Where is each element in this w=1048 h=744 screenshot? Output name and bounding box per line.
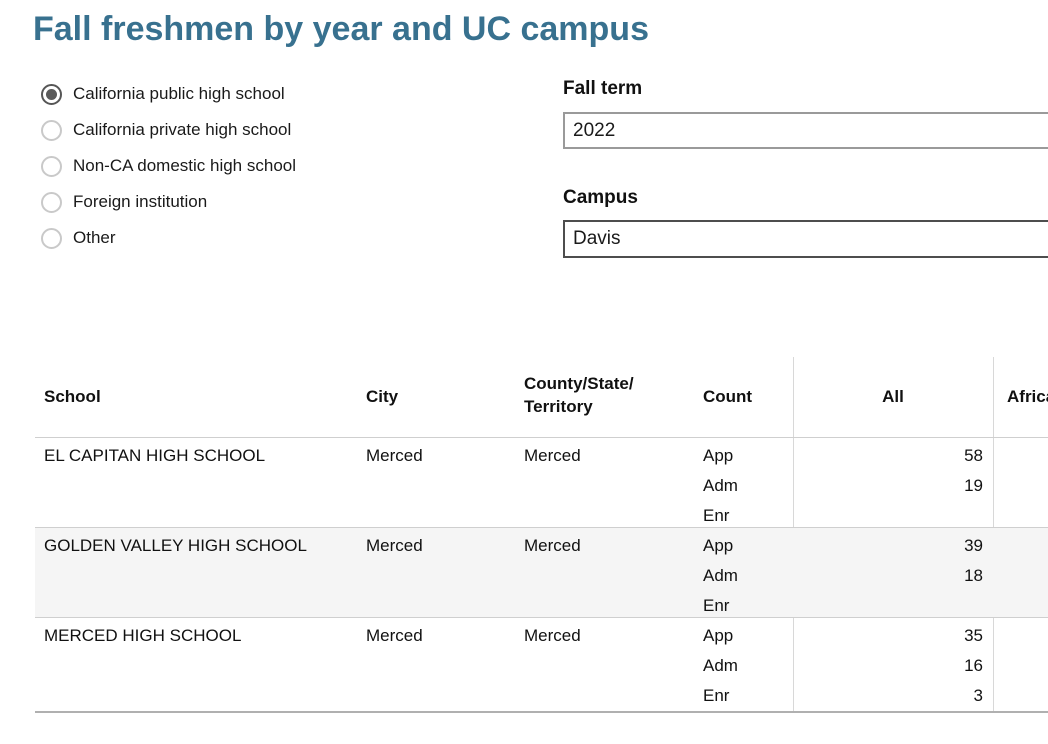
- radio-circle-icon: [41, 119, 62, 141]
- fall-term-label: Fall term: [563, 78, 643, 99]
- campus-label: Campus: [563, 187, 638, 208]
- radio-foreign-institution[interactable]: Foreign institution: [41, 184, 296, 220]
- campus-value: Davis: [573, 228, 621, 249]
- radio-circle-icon: [41, 191, 62, 213]
- radio-circle-icon: [41, 83, 62, 105]
- col-header-all: All: [882, 387, 904, 406]
- fall-term-value: 2022: [573, 120, 616, 141]
- radio-label: California private high school: [73, 120, 292, 139]
- radio-circle-icon: [41, 227, 62, 249]
- radio-circle-icon: [41, 155, 62, 177]
- radio-other[interactable]: Other: [41, 220, 296, 256]
- cell-count-labels: App Adm Enr: [703, 446, 738, 525]
- cell-school: GOLDEN VALLEY HIGH SCHOOL: [44, 536, 307, 555]
- radio-label: Other: [73, 228, 116, 247]
- cell-count-labels: App Adm Enr: [703, 536, 738, 615]
- radio-non-ca-domestic-high-school[interactable]: Non-CA domestic high school: [41, 148, 296, 184]
- radio-california-private-high-school[interactable]: California private high school: [41, 112, 296, 148]
- campus-select[interactable]: Davis: [563, 220, 1048, 258]
- cell-count-labels: App Adm Enr: [703, 626, 738, 705]
- col-header-school: School: [44, 387, 101, 406]
- cell-county: Merced: [524, 446, 581, 465]
- cell-school: EL CAPITAN HIGH SCHOOL: [44, 446, 266, 465]
- cell-all-values: 39 18: [964, 536, 983, 585]
- radio-label: Non-CA domestic high school: [73, 156, 297, 175]
- radio-label: California public high school: [73, 84, 285, 103]
- page-title: Fall freshmen by year and UC campus: [33, 10, 649, 48]
- school-type-radio-group: California public high school California…: [41, 76, 296, 256]
- table-bottom-border: [35, 711, 1048, 713]
- cell-all-values: 35 16 3: [964, 626, 983, 705]
- cell-city: Merced: [366, 626, 423, 645]
- col-header-african-american: African American: [1007, 387, 1048, 406]
- radio-label: Foreign institution: [73, 192, 208, 211]
- table-row: GOLDEN VALLEY HIGH SCHOOL Merced Merced …: [35, 527, 1048, 618]
- cell-city: Merced: [366, 536, 423, 555]
- table-row: EL CAPITAN HIGH SCHOOL Merced Merced App…: [35, 437, 1048, 528]
- table-header: School City County/State/ Territory Coun…: [35, 357, 1048, 437]
- cell-county: Merced: [524, 536, 581, 555]
- table-row: MERCED HIGH SCHOOL Merced Merced App Adm…: [35, 617, 1048, 712]
- cell-county: Merced: [524, 626, 581, 645]
- cell-city: Merced: [366, 446, 423, 465]
- col-header-city: City: [366, 387, 399, 406]
- col-header-county-state-territory: County/State/ Territory: [524, 374, 634, 416]
- fall-term-select[interactable]: 2022: [563, 112, 1048, 149]
- radio-california-public-high-school[interactable]: California public high school: [41, 76, 296, 112]
- cell-all-values: 58 19: [964, 446, 983, 495]
- col-header-count: Count: [703, 387, 753, 406]
- cell-school: MERCED HIGH SCHOOL: [44, 626, 242, 645]
